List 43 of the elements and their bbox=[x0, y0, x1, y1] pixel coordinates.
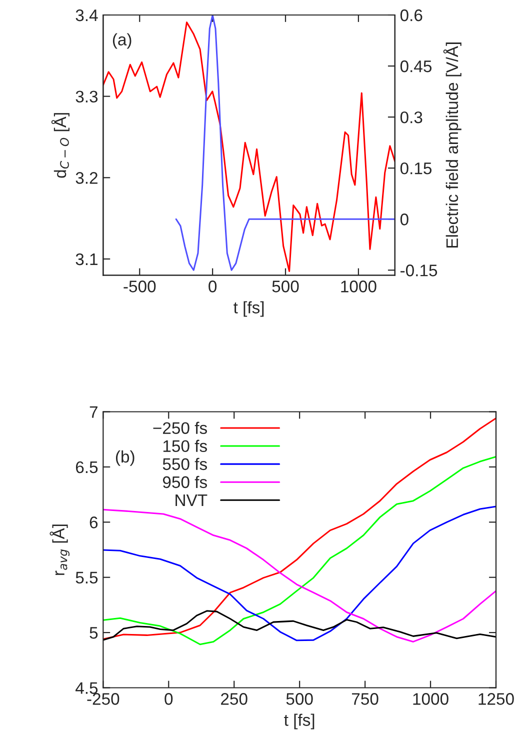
y2-tick-label: 0.15 bbox=[400, 162, 432, 174]
legend-label: NVT bbox=[176, 494, 208, 506]
y-tick-label: 3.4 bbox=[76, 9, 98, 22]
legend-label: 950 fs bbox=[162, 476, 207, 488]
x-tick-label: 500 bbox=[272, 280, 299, 292]
y-axis-title: r$_{avg}$ [Å] bbox=[50, 524, 70, 575]
y2-tick-label: 0.6 bbox=[400, 9, 422, 22]
line-series bbox=[103, 418, 496, 640]
x-tick-label: 750 bbox=[352, 693, 378, 705]
y-tick-label: 4.5 bbox=[76, 682, 98, 694]
x-tick-label: 1000 bbox=[413, 693, 448, 705]
x-tick-label: 500 bbox=[286, 693, 313, 705]
x-axis-title: t [fs] bbox=[234, 301, 264, 317]
y2-tick-label: -0.15 bbox=[400, 264, 438, 276]
annotation: (b) bbox=[116, 450, 134, 466]
y-tick-label: 3.2 bbox=[76, 172, 98, 184]
x-tick-label: 1000 bbox=[341, 280, 376, 292]
x-tick-label: 0 bbox=[208, 280, 217, 292]
legend-label: 550 fs bbox=[162, 458, 207, 470]
y-tick-label: 5.5 bbox=[76, 572, 98, 584]
line-series bbox=[175, 15, 395, 271]
x-axis-title: t [fs] bbox=[284, 714, 314, 730]
y2-tick-label: 0.3 bbox=[400, 111, 422, 124]
x-tick-label: 250 bbox=[221, 693, 248, 705]
y-tick-label: 6 bbox=[90, 516, 98, 528]
line-series bbox=[103, 610, 496, 641]
legend-label: −250 fs bbox=[153, 422, 207, 434]
x-tick-label: 1250 bbox=[478, 693, 514, 705]
x-tick-label: -500 bbox=[124, 280, 156, 292]
y-tick-label: 7 bbox=[90, 406, 98, 418]
annotation: (a) bbox=[112, 33, 132, 49]
y2-tick-label: 0 bbox=[400, 214, 408, 226]
y-tick-label: 5 bbox=[90, 627, 98, 639]
y2-axis-title: Electric field amplitude [V/Å] bbox=[443, 42, 462, 248]
x-tick-label: -250 bbox=[87, 693, 120, 705]
line-series bbox=[103, 22, 395, 272]
y-tick-label: 3.1 bbox=[76, 253, 98, 266]
legend-label: 150 fs bbox=[163, 440, 207, 452]
y-axis-title: d$_{C−O}$ [Å] bbox=[51, 113, 70, 178]
y-tick-label: 6.5 bbox=[76, 461, 98, 474]
y2-tick-label: 0.45 bbox=[400, 60, 432, 72]
y-tick-label: 3.3 bbox=[76, 90, 98, 103]
x-tick-label: 0 bbox=[164, 693, 173, 705]
